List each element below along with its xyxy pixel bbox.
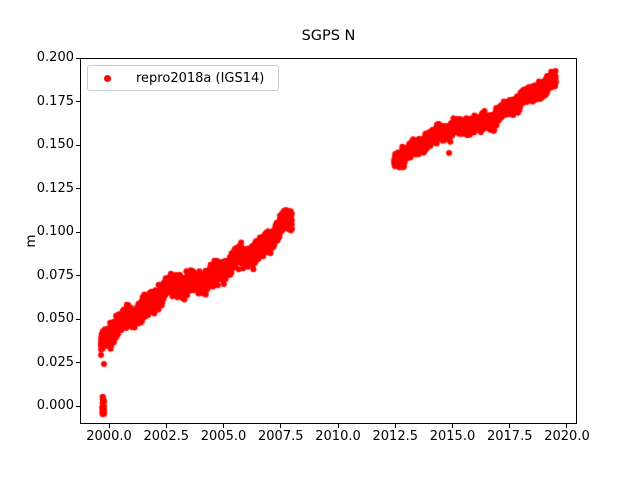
y-tick-label: 0.200: [36, 50, 74, 65]
x-tick-label: 2002.5: [143, 429, 190, 444]
y-tick-label: 0.100: [36, 224, 74, 239]
y-tick-mark: [76, 318, 80, 320]
x-tick-mark: [108, 424, 110, 428]
y-tick-mark: [76, 188, 80, 189]
y-tick-mark: [76, 57, 80, 59]
y-tick-label: 0.050: [36, 311, 74, 326]
legend: repro2018a (IGS14): [87, 65, 279, 91]
x-tick-mark: [165, 424, 167, 428]
legend-marker-icon: [104, 74, 111, 82]
legend-label: repro2018a (IGS14): [136, 70, 265, 86]
x-tick-mark: [223, 424, 224, 428]
y-tick-label: 0.175: [36, 93, 74, 109]
x-tick-mark: [509, 424, 511, 428]
y-tick-mark: [76, 362, 80, 363]
y-tick-label: 0.000: [36, 398, 74, 413]
x-tick-mark: [566, 424, 568, 428]
y-tick-label: 0.075: [36, 267, 74, 283]
x-tick-label: 2020.0: [544, 429, 590, 444]
chart-title: SGPS N: [301, 28, 356, 44]
x-tick-label: 2010.0: [315, 429, 361, 444]
x-tick-label: 2015.0: [429, 429, 476, 444]
x-tick-label: 2012.5: [372, 429, 419, 444]
y-tick-label: 0.125: [36, 180, 74, 196]
x-tick-mark: [337, 424, 339, 428]
x-tick-label: 2007.5: [258, 429, 304, 444]
y-tick-mark: [76, 275, 80, 276]
x-tick-mark: [280, 424, 282, 428]
x-tick-mark: [394, 424, 396, 428]
x-tick-label: 2005.0: [200, 429, 247, 444]
x-tick-mark: [451, 424, 453, 428]
y-tick-mark: [76, 101, 80, 102]
y-tick-mark: [76, 144, 80, 146]
y-tick-label: 0.150: [36, 137, 74, 152]
scatter-points-canvas: [80, 58, 577, 424]
y-tick-mark: [76, 231, 80, 233]
y-tick-mark: [76, 405, 80, 407]
y-tick-label: 0.025: [36, 354, 74, 370]
x-tick-label: 2017.5: [486, 429, 533, 444]
x-tick-label: 2000.0: [86, 429, 132, 444]
